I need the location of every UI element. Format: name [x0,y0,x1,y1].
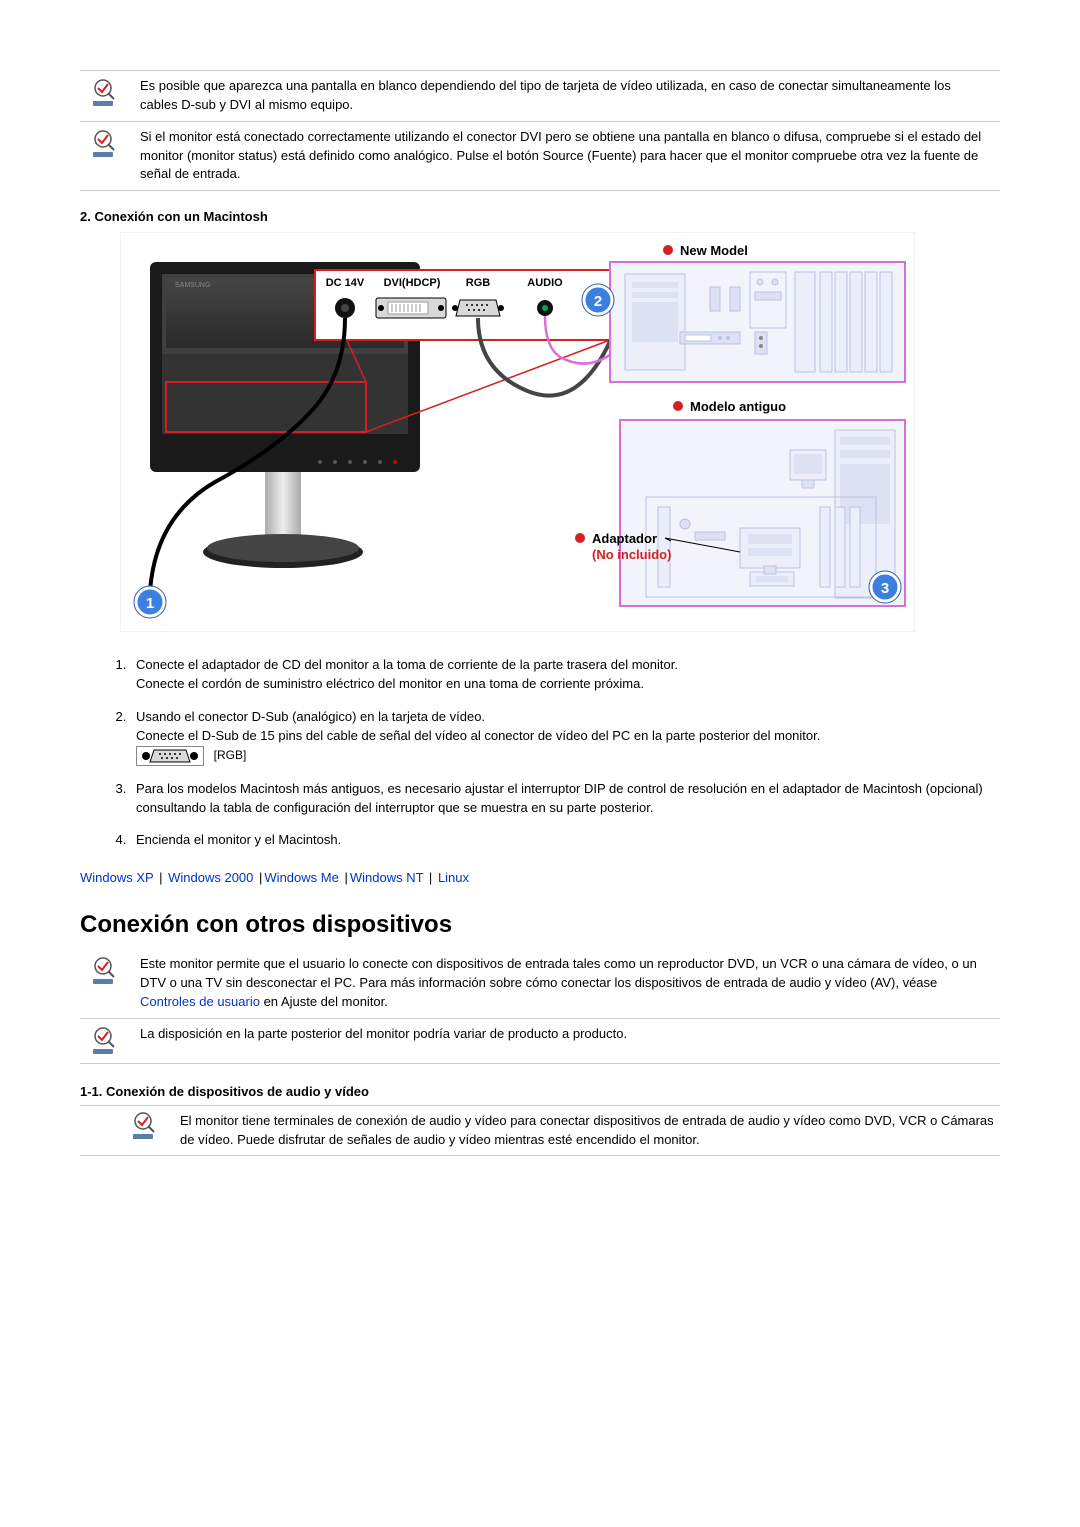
list-item: Conecte el adaptador de CD del monitor a… [130,656,1000,694]
port-label-audio: AUDIO [527,277,563,289]
label-new-model: New Model [680,243,748,258]
svg-text:2: 2 [594,293,602,310]
note-row: La disposición en la parte posterior del… [80,1019,1000,1064]
port-label-dc: DC 14V [326,277,365,289]
note-text: Si el monitor está conectado correctamen… [130,128,1000,185]
list-text: Encienda el monitor y el Macintosh. [136,832,341,847]
link-windows-xp[interactable]: Windows XP [80,870,153,885]
list-text: Conecte el cordón de suministro eléctric… [136,676,644,691]
callout-3: 3 [869,571,901,603]
section-heading-macintosh: 2. Conexión con un Macintosh [80,209,1000,224]
note-row: Este monitor permite que el usuario lo c… [80,949,1000,1019]
rgb-port-icon [136,746,204,766]
connection-diagram: SAMSUNG [120,232,1000,632]
port-label-dvi: DVI(HDCP) [384,277,441,289]
instruction-list: Conecte el adaptador de CD del monitor a… [80,656,1000,850]
svg-text:3: 3 [881,580,889,597]
list-item: Usando el conector D-Sub (analógico) en … [130,708,1000,766]
os-links-row: Windows XP | Windows 2000 |Windows Me |W… [80,870,1000,885]
link-windows-2000[interactable]: Windows 2000 [168,870,253,885]
list-text: Para los modelos Macintosh más antiguos,… [136,781,983,815]
text-span: Este monitor permite que el usuario lo c… [140,956,977,990]
check-monitor-icon [80,955,130,987]
link-user-controls[interactable]: Controles de usuario [140,994,260,1009]
list-text: Conecte el adaptador de CD del monitor a… [136,657,678,672]
svg-text:1: 1 [146,595,154,612]
heading-other-devices: Conexión con otros dispositivos [80,911,1000,939]
check-monitor-icon [120,1112,170,1142]
link-windows-me[interactable]: Windows Me [264,870,338,885]
list-item: Para los modelos Macintosh más antiguos,… [130,780,1000,818]
text-span: en Ajuste del monitor. [260,994,388,1009]
check-monitor-icon [80,128,130,160]
note-text: Este monitor permite que el usuario lo c… [130,955,1000,1012]
label-not-included: (No incluido) [592,547,671,562]
list-text: Conecte el D-Sub de 15 pins del cable de… [136,728,820,743]
check-monitor-icon [80,1025,130,1057]
link-linux[interactable]: Linux [438,870,469,885]
label-adapter: Adaptador [592,531,657,546]
note-text: El monitor tiene terminales de conexión … [170,1112,1000,1150]
note-row: Es posible que aparezca una pantalla en … [80,70,1000,122]
link-windows-nt[interactable]: Windows NT [350,870,423,885]
section-heading-av: 1-1. Conexión de dispositivos de audio y… [80,1084,1000,1099]
check-monitor-icon [80,77,130,109]
note-text: La disposición en la parte posterior del… [130,1025,1000,1044]
port-label-rgb: RGB [466,277,491,289]
callout-2: 2 [582,284,614,316]
callout-1: 1 [134,586,166,618]
list-text: Usando el conector D-Sub (analógico) en … [136,709,485,724]
svg-text:SAMSUNG: SAMSUNG [175,282,210,289]
note-text: Es posible que aparezca una pantalla en … [130,77,1000,115]
rgb-port-label: [RGB] [214,748,247,762]
list-item: Encienda el monitor y el Macintosh. [130,831,1000,850]
note-row: Si el monitor está conectado correctamen… [80,122,1000,192]
label-old-model: Modelo antiguo [690,399,786,414]
note-row-indented: El monitor tiene terminales de conexión … [80,1108,1000,1154]
